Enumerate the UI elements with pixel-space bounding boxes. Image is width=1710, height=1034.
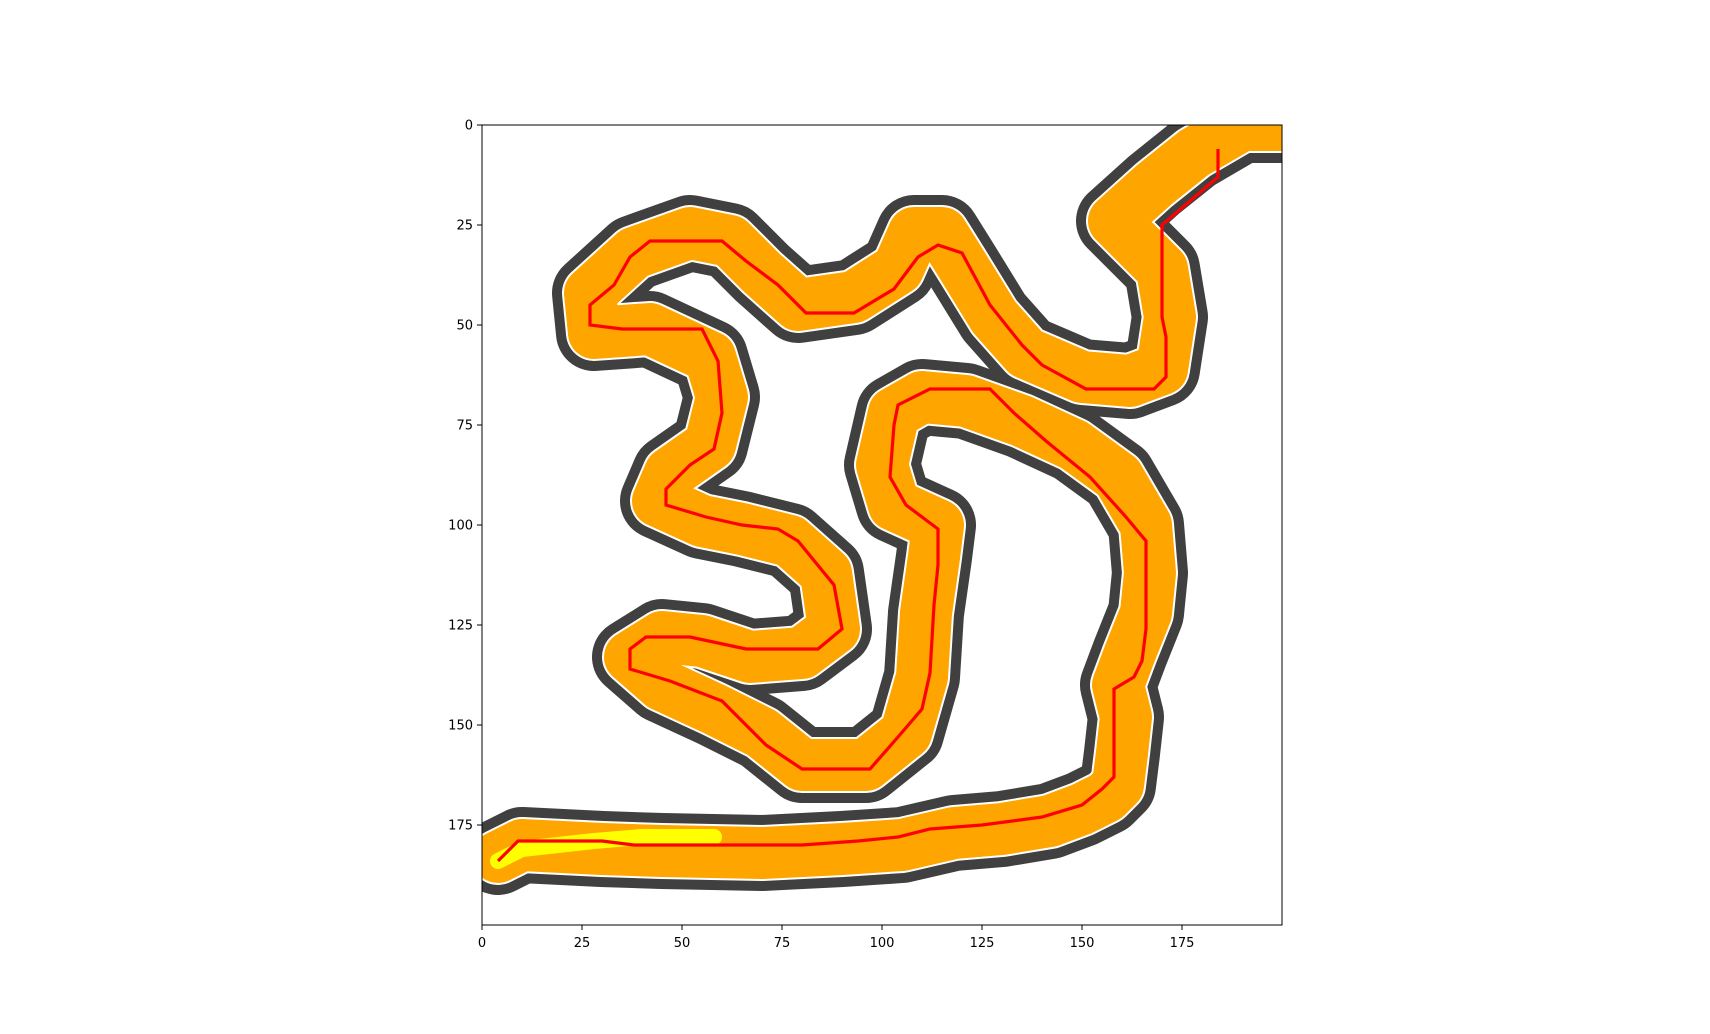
y-tick-label: 75 [456,419,473,434]
x-tick-label: 100 [870,936,895,951]
x-tick-label: 125 [970,936,995,951]
y-tick-label: 175 [448,819,473,834]
x-axis: 0 25 50 75 100 125 150 175 [478,925,1195,951]
x-tick-label: 0 [478,936,486,951]
x-tick-label: 175 [1170,936,1195,951]
path-line [496,149,1220,863]
y-axis: 0 25 50 75 100 125 150 175 [448,119,482,834]
x-tick-label: 25 [574,936,591,951]
y-tick-label: 125 [448,619,473,634]
heatmap-image [482,125,1282,895]
y-tick-label: 0 [465,119,473,134]
y-tick-label: 25 [456,219,473,234]
y-tick-label: 50 [456,319,473,334]
y-tick-label: 100 [448,519,473,534]
x-tick-label: 50 [674,936,691,951]
x-tick-label: 150 [1070,936,1095,951]
y-tick-label: 150 [448,719,473,734]
x-tick-label: 75 [774,936,791,951]
